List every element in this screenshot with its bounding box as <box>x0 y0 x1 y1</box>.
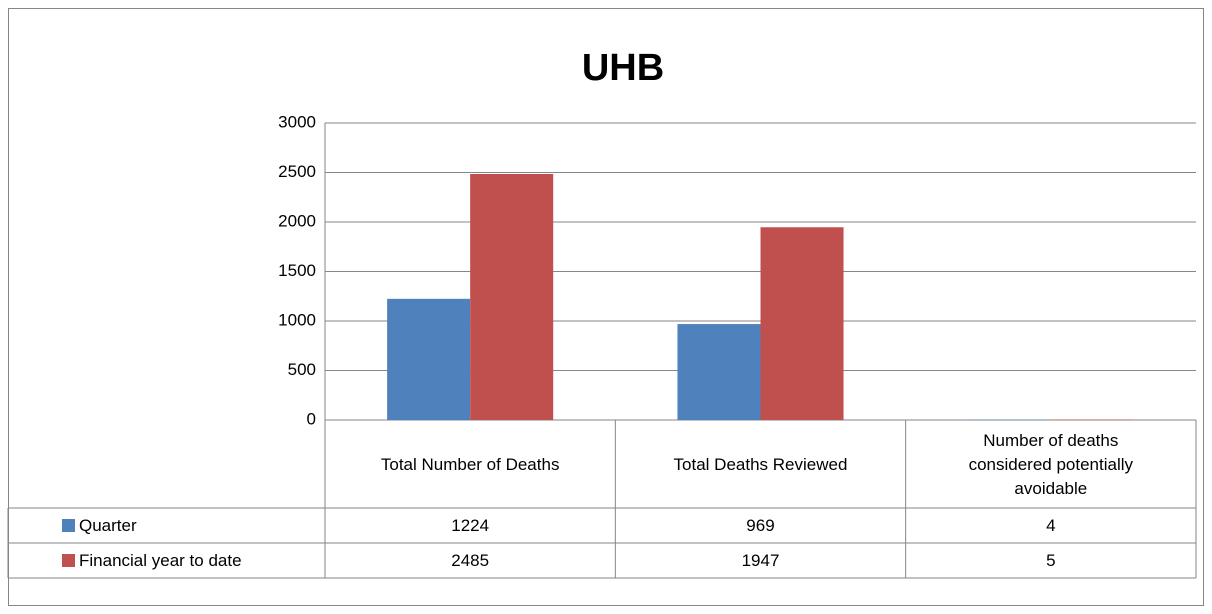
table-value-text: 1224 <box>451 515 490 535</box>
table-value-text: 4 <box>1046 515 1056 535</box>
legend-key <box>62 519 75 532</box>
table-value-text: 969 <box>746 515 775 535</box>
table-value: 2485 <box>325 543 615 578</box>
legend-label: Financial year to date <box>79 550 242 570</box>
category-label-text: Total Deaths Reviewed <box>673 454 848 474</box>
table-value: 1947 <box>615 543 905 578</box>
table-value-text: 1947 <box>741 550 780 570</box>
category-label: Total Number of Deaths <box>325 421 615 508</box>
y-tick-label: 3000 <box>278 112 316 131</box>
table-value-text: 5 <box>1046 550 1056 570</box>
table-value-text: 2485 <box>451 550 490 570</box>
y-tick-label: 0 <box>307 409 316 428</box>
y-tick-label: 500 <box>288 360 316 379</box>
legend-label: Quarter <box>79 515 137 535</box>
legend-key <box>62 554 75 567</box>
table-value: 1224 <box>325 508 615 543</box>
bar <box>470 173 554 420</box>
table-value: 4 <box>906 508 1196 543</box>
category-label: Total Deaths Reviewed <box>615 421 905 508</box>
table-value: 5 <box>906 543 1196 578</box>
y-tick-label: 1000 <box>278 310 316 329</box>
y-tick-label: 2500 <box>278 162 316 181</box>
chart-border <box>8 8 1204 606</box>
bar <box>677 324 761 420</box>
bar <box>387 298 471 420</box>
bar <box>760 227 844 420</box>
category-label-text: Number of deaths considered potentially … <box>968 430 1134 498</box>
y-tick-label: 1500 <box>278 261 316 280</box>
chart-title: UHB <box>582 47 664 89</box>
category-label: Number of deaths considered potentially … <box>906 421 1196 508</box>
y-tick-label: 2000 <box>278 211 316 230</box>
table-value: 969 <box>615 508 905 543</box>
legend-entry: Quarter <box>58 508 323 543</box>
legend-entry: Financial year to date <box>58 543 323 578</box>
category-label-text: Total Number of Deaths <box>380 454 560 474</box>
